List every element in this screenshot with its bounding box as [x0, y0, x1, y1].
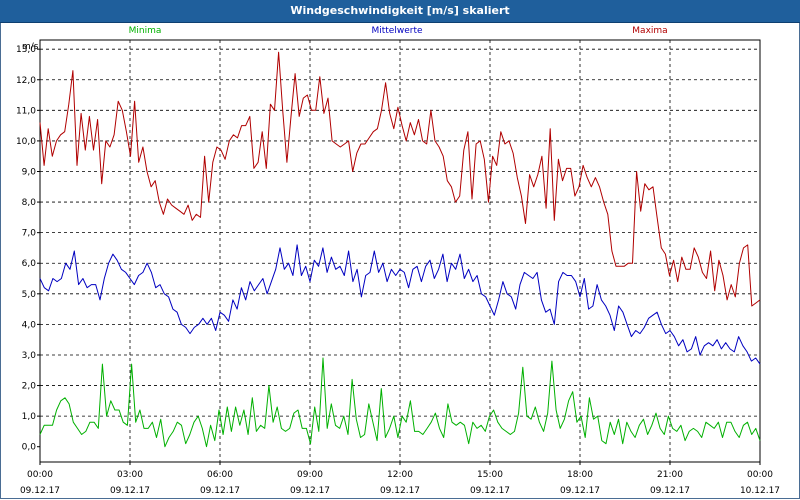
- x-tick-date: 09.12.17: [200, 486, 240, 496]
- chart-title: Windgeschwindigkeit [m/s] skaliert: [290, 4, 510, 17]
- x-tick-time: 00:00: [747, 470, 773, 480]
- y-axis-ticks: 0,0 1,0 2,0 3,0 4,0 5,0 6,0 7,0 8,0 9,0 10,0 11,0 12…: [16, 45, 40, 453]
- x-tick-date: 09.12.17: [650, 486, 690, 496]
- x-tick-time: 06:00: [207, 470, 233, 480]
- x-axis-ticks: 00:00 09.12.17 03:00 09.12.17 06:00 09.12.17 0…: [20, 462, 780, 496]
- grid-lines: [40, 40, 760, 462]
- x-tick-date: 09.12.17: [470, 486, 510, 496]
- y-tick-label: 13,0: [16, 45, 36, 55]
- series-line-minima: [39, 357, 761, 448]
- y-tick-label: 11,0: [16, 106, 36, 116]
- legend-entry-mittelwerte: Mittelwerte: [371, 26, 422, 36]
- y-tick-label: 6,0: [22, 259, 37, 269]
- y-tick-label: 1,0: [22, 412, 37, 422]
- y-tick-label: 4,0: [22, 320, 37, 330]
- legend-entry-maxima: Maxima: [632, 26, 667, 36]
- legend: Minima Mittelwerte Maxima: [129, 26, 668, 36]
- y-tick-label: 8,0: [22, 198, 37, 208]
- series-line-mittelwerte: [39, 244, 761, 365]
- series-lines: [39, 51, 761, 448]
- x-tick-time: 18:00: [567, 470, 593, 480]
- y-tick-label: 3,0: [22, 351, 37, 361]
- x-tick-time: 00:00: [27, 470, 53, 480]
- y-tick-label: 7,0: [22, 229, 37, 239]
- chart-title-bar: Windgeschwindigkeit [m/s] skaliert: [0, 0, 800, 23]
- y-axis-unit: m/s: [22, 42, 39, 52]
- x-tick-time: 15:00: [477, 470, 503, 480]
- y-tick-label: 0,0: [22, 443, 37, 453]
- x-tick-date: 09.12.17: [290, 486, 330, 496]
- x-tick-time: 12:00: [387, 470, 413, 480]
- x-tick-date: 10.12.17: [740, 486, 780, 496]
- x-tick-date: 09.12.17: [560, 486, 600, 496]
- x-tick-date: 09.12.17: [20, 486, 60, 496]
- y-tick-label: 9,0: [22, 167, 37, 177]
- x-tick-date: 09.12.17: [110, 486, 150, 496]
- y-tick-label: 5,0: [22, 290, 37, 300]
- y-tick-label: 12,0: [16, 76, 36, 86]
- x-tick-time: 09:00: [297, 470, 323, 480]
- series-line-maxima: [39, 51, 761, 307]
- y-tick-label: 10,0: [16, 137, 36, 147]
- x-tick-time: 03:00: [117, 470, 143, 480]
- x-tick-date: 09.12.17: [380, 486, 420, 496]
- legend-entry-minima: Minima: [129, 26, 162, 36]
- y-tick-label: 2,0: [22, 382, 37, 392]
- x-tick-time: 21:00: [657, 470, 683, 480]
